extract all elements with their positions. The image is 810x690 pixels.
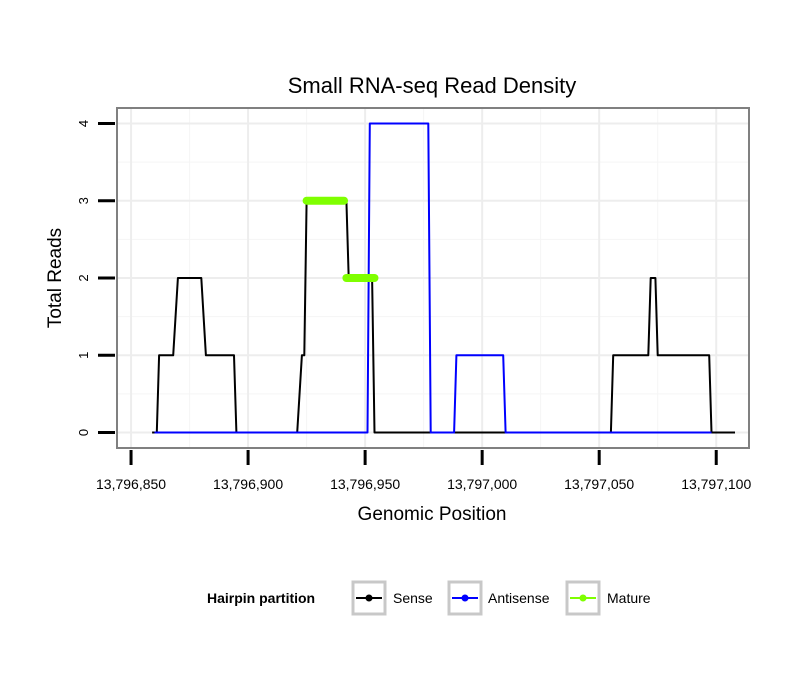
chart-title: Small RNA-seq Read Density	[288, 73, 577, 98]
x-axis-label: Genomic Position	[358, 504, 507, 525]
plot-border	[116, 107, 750, 449]
data-lines	[152, 122, 735, 434]
legend-point-mature	[579, 594, 587, 602]
y-axis: 0 1 2 3 4	[76, 120, 115, 436]
legend: Hairpin partition Sense Antisense Mature	[207, 580, 651, 616]
y-tick-label: 3	[76, 197, 91, 204]
x-axis: 13,796,850 13,796,900 13,796,950 13,797,000…	[96, 450, 751, 492]
x-tick-label: 13,797,050	[564, 476, 634, 492]
grid-lines	[117, 108, 749, 448]
legend-label-mature: Mature	[607, 590, 651, 606]
y-tick-label: 4	[76, 120, 91, 127]
legend-label-antisense: Antisense	[488, 590, 550, 606]
y-tick-label: 1	[76, 352, 91, 359]
legend-point-antisense	[461, 594, 469, 602]
y-tick-label: 2	[76, 274, 91, 281]
x-tick-label: 13,796,850	[96, 476, 166, 492]
y-tick-label: 0	[76, 429, 91, 436]
x-tick-label: 13,797,000	[447, 476, 517, 492]
x-tick-label: 13,796,950	[330, 476, 400, 492]
legend-title: Hairpin partition	[207, 590, 315, 606]
y-axis-label: Total Reads	[45, 228, 66, 328]
legend-point-sense	[365, 594, 373, 602]
x-tick-label: 13,797,100	[681, 476, 751, 492]
x-tick-label: 13,796,900	[213, 476, 283, 492]
legend-label-sense: Sense	[393, 590, 433, 606]
